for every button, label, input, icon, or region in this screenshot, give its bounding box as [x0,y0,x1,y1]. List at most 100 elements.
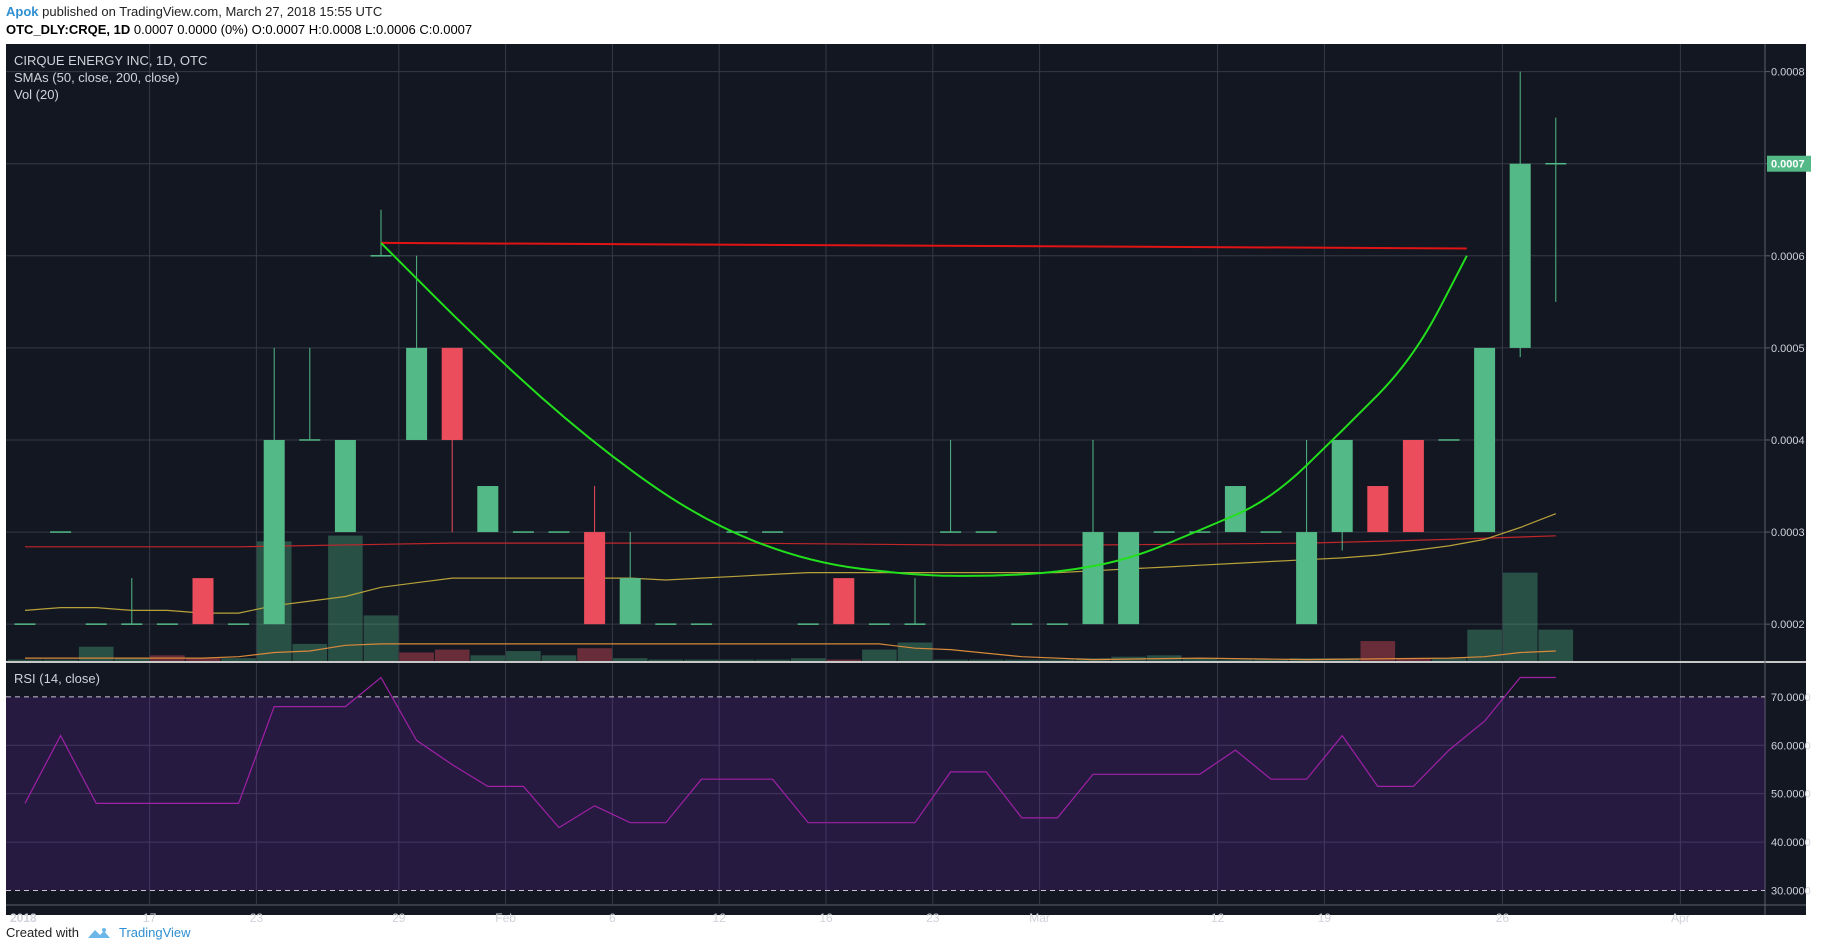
candle-body [441,347,463,440]
last-price-badge [1767,155,1811,172]
publish-info: Apok published on TradingView.com, March… [6,4,382,20]
candle-body [512,531,534,533]
candle-body [263,439,285,625]
volume-bar [363,615,399,661]
candle-body [1082,532,1104,625]
candle-body [1402,439,1424,533]
volume-bar [43,659,78,661]
created-with-text: Created with [6,925,79,940]
candle-body [1331,439,1353,533]
vol-legend: Vol (20) [14,87,59,102]
volume-bar [1431,658,1467,661]
volume-bar [648,659,684,661]
candle-body [619,578,641,625]
volume-bar [399,652,434,661]
volume-bar [826,659,862,661]
candle-body [904,623,926,625]
candle-body [762,531,784,533]
author-link[interactable]: Apok [6,4,39,19]
x-tick-label: 23 [250,911,264,925]
x-tick-label: 29 [392,911,406,925]
rsi-tick-label: 60.0000 [1771,740,1811,752]
vol-ma-line [25,643,1556,661]
candle-body [370,255,392,257]
candle-body [548,531,570,533]
tradingview-logo-icon [87,927,110,938]
rsi-band [6,696,1765,891]
x-tick-label: 26 [1496,911,1510,925]
candle-body [477,486,499,533]
volume-bar [933,659,968,661]
volume-bar [719,659,755,661]
volume-bar [470,655,506,661]
volume-bar [7,659,43,661]
volume-bar [221,658,256,661]
candle-body [1509,163,1531,348]
last-price-label: 0.0007 [1771,159,1805,171]
y-tick-label: 0.0003 [1771,527,1805,539]
volume-bar [1396,658,1431,661]
volume-bar [541,655,577,661]
candle-body [121,623,143,625]
volume-bar [1182,658,1218,661]
x-tick-label: Feb [495,911,516,925]
candle-body [1545,162,1567,165]
rsi-pane [6,663,1765,905]
candle-body [940,531,962,533]
y-tick-label: 0.0008 [1771,67,1805,79]
candle-body [228,623,250,625]
price-pane [6,44,1765,661]
candle-body [156,623,178,625]
x-tick-label: 17 [143,911,157,925]
volume-bar [684,659,719,661]
sma-legend: SMAs (50, close, 200, close) [14,70,179,85]
candle-body [1046,623,1068,625]
candle-body [1153,531,1175,533]
annotations [380,241,1468,577]
x-tick-label: 19 [1318,911,1332,925]
candle-body [726,531,748,533]
candle-body [1260,531,1282,533]
candle-body [1367,486,1389,533]
volume-bar [1253,659,1289,661]
volume-bar [968,659,1004,661]
candle-body [690,623,712,625]
rsi-tick-label: 40.0000 [1771,837,1811,849]
candle-body [334,439,356,533]
candle-body [1011,623,1033,625]
tradingview-brand-link[interactable]: TradingView [118,925,191,940]
y-tick-label: 0.0005 [1771,343,1805,355]
rsi-tick-label: 30.0000 [1771,885,1811,897]
rsi-path [24,676,1556,829]
candle-body [299,439,321,441]
x-tick-label: 2018 [10,911,37,925]
candle-body [1296,532,1318,625]
y-tick-label: 0.0002 [1771,619,1805,631]
rsi-line [24,676,1556,829]
volume-bar [577,648,612,661]
volume-bar [1004,659,1040,661]
candle-body [584,532,606,625]
volume-bars [7,535,1574,661]
candle-body [406,347,428,440]
symbol-info: OTC_DLY:CRQE, 1D 0.0007 0.0000 (0%) O:0.… [6,22,472,38]
candle-body [1438,439,1460,441]
x-tick-label: 12 [713,911,727,925]
candle-body [655,623,677,625]
volume-bar [506,651,541,661]
main-legend-title: CIRQUE ENERGY INC, 1D, OTC [14,53,207,68]
volume-bar [1502,572,1538,661]
x-tick-label: Apr [1671,911,1690,925]
y-tick-label: 0.0006 [1771,251,1805,263]
volume-bar [790,658,826,661]
x-tick-label: 12 [1211,911,1225,925]
volume-bar [1040,659,1075,661]
ohlc-readout: 0.0007 0.0000 (0%) O:0.0007 H:0.0008 L:0… [133,22,473,37]
candle-body [14,623,36,625]
rsi-tick-label: 70.0000 [1771,692,1811,704]
candle-body [797,623,819,625]
volume-bar [1218,659,1253,661]
y-tick-label: 0.0004 [1771,435,1805,447]
volume-bar [862,649,897,661]
